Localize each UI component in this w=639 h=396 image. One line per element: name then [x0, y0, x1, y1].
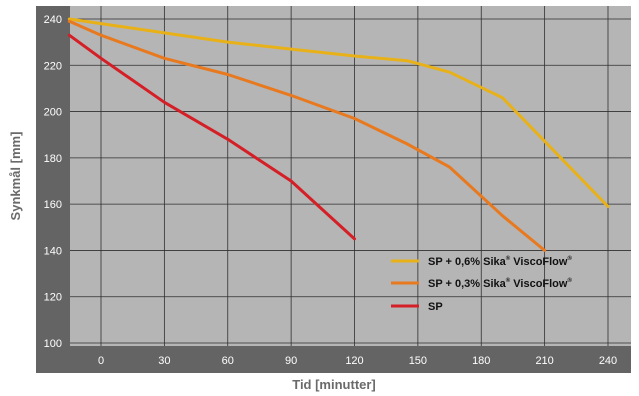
x-tick-label: 90 [285, 355, 297, 367]
series-line-sp [67, 33, 356, 241]
grid [70, 6, 631, 346]
x-tick-label: 60 [222, 355, 234, 367]
y-tick-label: 100 [44, 338, 62, 350]
series-line-sp-0-3-sika [67, 19, 547, 252]
legend-label: SP + 0,3% Sika® ViscoFlow® [428, 277, 572, 290]
x-tick-label: 210 [535, 355, 553, 367]
y-tick-label: 240 [44, 14, 62, 26]
x-tick-label: 30 [158, 355, 170, 367]
y-tick-label: 140 [44, 245, 62, 257]
y-axis-ticks: 100 120 140 160 180 200 220 240 [44, 14, 62, 350]
plot-area [70, 6, 631, 346]
legend-label: SP + 0,6% Sika® ViscoFlow® [428, 255, 572, 268]
y-tick-label: 200 [44, 107, 62, 119]
x-tick-label: 180 [472, 355, 490, 367]
y-tick-label: 160 [44, 199, 62, 211]
y-tick-label: 120 [44, 292, 62, 304]
x-tick-label: 240 [599, 355, 617, 367]
y-tick-label: 220 [44, 60, 62, 72]
legend-label: SP [428, 301, 443, 313]
y-tick-label: 180 [44, 153, 62, 165]
x-axis-label: Tid [minutter] [292, 377, 376, 392]
x-tick-label: 0 [98, 355, 104, 367]
y-axis-label: Synkmål [mm] [8, 132, 23, 221]
x-tick-label: 120 [345, 355, 363, 367]
x-tick-label: 150 [409, 355, 427, 367]
series-line-sp-0-6-sika [67, 17, 610, 208]
x-axis-ticks: 0 30 60 90 120 150 180 210 240 [98, 355, 617, 367]
legend: SP + 0,6% Sika® ViscoFlow® SP + 0,3% Sika… [391, 255, 572, 313]
series-group [67, 17, 610, 252]
